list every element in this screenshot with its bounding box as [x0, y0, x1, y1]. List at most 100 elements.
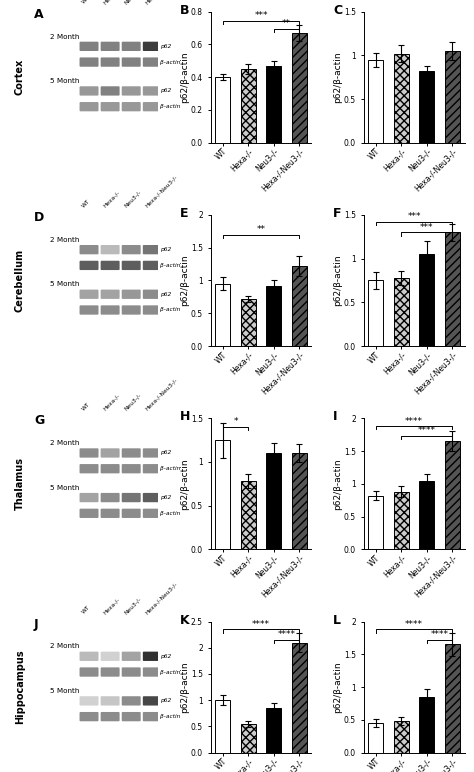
Text: 2 Month: 2 Month	[50, 33, 79, 39]
FancyBboxPatch shape	[143, 712, 162, 721]
FancyBboxPatch shape	[100, 449, 119, 458]
Text: F: F	[333, 207, 342, 220]
Bar	[241, 299, 256, 346]
Text: Hexa-/-: Hexa-/-	[102, 0, 120, 5]
Text: p62: p62	[160, 654, 171, 659]
FancyBboxPatch shape	[100, 652, 119, 661]
Text: β-actin: β-actin	[160, 104, 180, 109]
FancyBboxPatch shape	[122, 696, 141, 706]
Bar	[266, 286, 282, 346]
Text: ***: ***	[420, 223, 434, 232]
FancyBboxPatch shape	[80, 667, 99, 677]
FancyBboxPatch shape	[122, 667, 141, 677]
Text: ****: ****	[405, 417, 423, 425]
Text: p62: p62	[160, 451, 171, 455]
Y-axis label: p62/β-actin: p62/β-actin	[181, 662, 190, 713]
Text: ****: ****	[277, 631, 295, 639]
Text: I: I	[333, 411, 338, 423]
FancyBboxPatch shape	[143, 652, 162, 661]
Y-axis label: p62/β-actin: p62/β-actin	[333, 52, 342, 103]
Bar	[215, 440, 230, 550]
Text: Thalamus: Thalamus	[15, 457, 25, 510]
Text: Hexa-/-Neu3-/-: Hexa-/-Neu3-/-	[144, 581, 178, 615]
FancyBboxPatch shape	[100, 261, 119, 270]
Bar	[266, 66, 282, 143]
Text: Cerebellum: Cerebellum	[15, 249, 25, 312]
Text: ***: ***	[407, 212, 421, 222]
Text: 5 Month: 5 Month	[50, 282, 79, 287]
FancyBboxPatch shape	[80, 464, 99, 473]
Bar	[241, 69, 256, 143]
FancyBboxPatch shape	[143, 464, 162, 473]
Text: p62: p62	[160, 292, 171, 296]
FancyBboxPatch shape	[122, 509, 141, 518]
FancyBboxPatch shape	[143, 306, 162, 315]
Text: 5 Month: 5 Month	[396, 422, 433, 431]
Text: G: G	[34, 415, 45, 427]
Text: p62: p62	[160, 495, 171, 500]
Text: Neu3-/-: Neu3-/-	[123, 189, 142, 208]
Bar	[241, 724, 256, 753]
FancyBboxPatch shape	[143, 261, 162, 270]
Bar	[445, 645, 460, 753]
Text: Cortex: Cortex	[15, 59, 25, 95]
FancyBboxPatch shape	[143, 245, 162, 254]
FancyBboxPatch shape	[122, 245, 141, 254]
Bar	[394, 492, 409, 550]
FancyBboxPatch shape	[143, 449, 162, 458]
Text: ****: ****	[252, 620, 270, 629]
Text: 2 Month: 2 Month	[243, 422, 280, 431]
Text: WT: WT	[81, 0, 91, 5]
Text: 2 Month: 2 Month	[50, 440, 79, 446]
Text: β-actin: β-actin	[160, 307, 180, 313]
Bar	[266, 708, 282, 753]
Text: 5 Month: 5 Month	[396, 218, 433, 228]
Text: β-actin: β-actin	[160, 669, 180, 675]
FancyBboxPatch shape	[122, 86, 141, 96]
Bar	[368, 280, 383, 346]
Text: β-actin: β-actin	[160, 511, 180, 516]
Text: ****: ****	[405, 620, 423, 629]
FancyBboxPatch shape	[100, 493, 119, 503]
Text: 2 Month: 2 Month	[243, 625, 280, 635]
FancyBboxPatch shape	[122, 449, 141, 458]
Text: 5 Month: 5 Month	[50, 485, 79, 491]
Text: 5 Month: 5 Month	[50, 78, 79, 84]
FancyBboxPatch shape	[100, 290, 119, 299]
Text: **: **	[282, 19, 291, 29]
FancyBboxPatch shape	[100, 306, 119, 315]
FancyBboxPatch shape	[80, 290, 99, 299]
FancyBboxPatch shape	[100, 42, 119, 51]
Text: Neu3-/-: Neu3-/-	[123, 392, 142, 411]
FancyBboxPatch shape	[143, 290, 162, 299]
FancyBboxPatch shape	[122, 712, 141, 721]
FancyBboxPatch shape	[100, 86, 119, 96]
Y-axis label: p62/β-actin: p62/β-actin	[333, 458, 342, 510]
Bar	[419, 480, 435, 550]
FancyBboxPatch shape	[100, 464, 119, 473]
FancyBboxPatch shape	[143, 86, 162, 96]
FancyBboxPatch shape	[143, 493, 162, 503]
FancyBboxPatch shape	[80, 245, 99, 254]
Text: Hexa-/-: Hexa-/-	[102, 190, 120, 208]
FancyBboxPatch shape	[122, 493, 141, 503]
FancyBboxPatch shape	[100, 696, 119, 706]
Y-axis label: p62/β-actin: p62/β-actin	[333, 662, 342, 713]
Bar	[368, 723, 383, 753]
FancyBboxPatch shape	[100, 667, 119, 677]
Bar	[419, 697, 435, 753]
FancyBboxPatch shape	[80, 652, 99, 661]
Bar	[394, 721, 409, 753]
FancyBboxPatch shape	[122, 290, 141, 299]
Y-axis label: p62/β-actin: p62/β-actin	[181, 52, 190, 103]
Text: Neu3-/-: Neu3-/-	[123, 0, 142, 5]
Text: L: L	[333, 614, 341, 627]
Text: WT: WT	[81, 605, 91, 615]
Bar	[266, 453, 282, 550]
FancyBboxPatch shape	[122, 306, 141, 315]
FancyBboxPatch shape	[143, 667, 162, 677]
Text: WT: WT	[81, 401, 91, 411]
Text: ****: ****	[418, 426, 436, 435]
FancyBboxPatch shape	[80, 696, 99, 706]
Text: β-actin: β-actin	[160, 714, 180, 720]
